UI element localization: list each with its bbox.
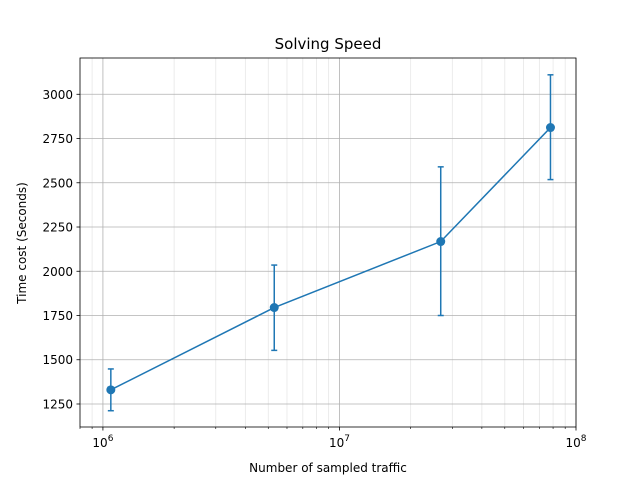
y-tick-label: 2750 bbox=[42, 132, 73, 146]
y-tick-label: 2250 bbox=[42, 221, 73, 235]
series-line bbox=[110, 127, 552, 391]
x-tick-label: 107 bbox=[329, 434, 350, 450]
data-point bbox=[545, 123, 555, 133]
data-point bbox=[269, 303, 279, 313]
x-tick-label: 108 bbox=[565, 434, 586, 450]
plot-frame bbox=[79, 57, 577, 428]
chart-title: Solving Speed bbox=[275, 35, 382, 53]
x-axis-label: Number of sampled traffic bbox=[249, 461, 407, 475]
y-tick-label: 1750 bbox=[42, 309, 73, 323]
y-tick-label: 1500 bbox=[42, 353, 73, 367]
grid bbox=[79, 58, 577, 427]
data-point bbox=[436, 237, 446, 247]
y-axis-label: Time cost (Seconds) bbox=[15, 182, 29, 305]
x-tick-label: 106 bbox=[92, 434, 113, 450]
y-tick-label: 3000 bbox=[42, 88, 73, 102]
data-point bbox=[106, 385, 116, 395]
axes: 106 107 108 1250 1500 1750 2000 2250 2500 2750 300… bbox=[42, 57, 587, 450]
plot-area bbox=[106, 74, 555, 412]
y-tick-label: 2000 bbox=[42, 265, 73, 279]
y-tick-label: 2500 bbox=[42, 176, 73, 190]
y-tick-label: 1250 bbox=[42, 397, 73, 411]
